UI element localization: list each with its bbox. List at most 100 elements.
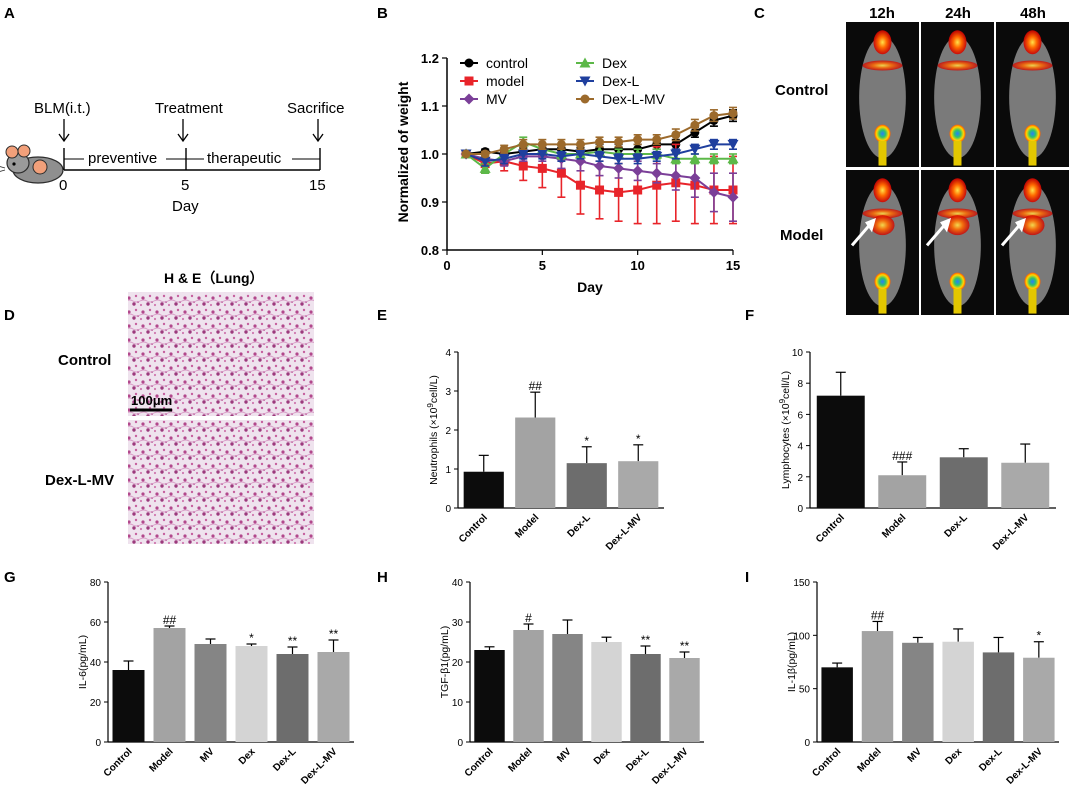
head-signal: [873, 178, 892, 203]
x-tick-label: 15: [726, 258, 740, 273]
data-point: [574, 149, 586, 160]
bar: [618, 461, 659, 508]
category-label: Model: [855, 746, 883, 774]
legend-label: MV: [486, 91, 508, 107]
significance-label: ##: [163, 613, 177, 627]
y-tick-label: 2: [797, 473, 803, 484]
tick-5: 5: [181, 177, 189, 194]
arrow-head: [1015, 217, 1026, 233]
category-label: Control: [457, 512, 490, 545]
head-signal: [948, 178, 967, 203]
data-point: [575, 180, 585, 190]
bar-group-model: ## Model: [147, 613, 186, 775]
data-point: [517, 149, 529, 160]
panel-f-lymphocytes-chart: 0 2 4 6 8 10 Lymphocytes (×109cell/L) Control ##…: [778, 348, 1056, 553]
tail-base-signal: [949, 272, 966, 291]
tail-base-signal: [874, 272, 891, 291]
y-tick-label: 1.1: [421, 99, 439, 114]
data-point: [689, 172, 701, 184]
y-axis-label: Lymphocytes (×109cell/L): [778, 371, 792, 489]
bar: [513, 630, 544, 742]
y-tick-label: 40: [90, 658, 102, 669]
tail-signal: [953, 288, 962, 314]
legend-marker: [580, 94, 590, 104]
mouse-icon: [0, 144, 64, 184]
y-tick-label: 100: [793, 631, 810, 642]
bar: [816, 395, 865, 508]
category-label: Model: [147, 746, 175, 774]
lung-signal: [945, 215, 970, 236]
bar-group-dex-l: * Dex-L: [565, 434, 607, 540]
data-point: [651, 167, 663, 179]
legend-label: model: [486, 73, 524, 89]
legend-item-dex: Dex: [576, 55, 627, 71]
bar-group-control: Control: [457, 454, 504, 545]
bar: [902, 642, 934, 742]
y-axis-label: TGF-β1(pg/mL): [439, 626, 451, 699]
category-label: Model: [506, 746, 534, 774]
data-point: [633, 185, 643, 195]
data-point: [498, 154, 510, 165]
bar: [1001, 462, 1050, 508]
legend-marker: [579, 57, 591, 68]
event-blm: BLM(i.t.): [34, 100, 91, 117]
imaging-tile-model-12h: [846, 170, 919, 315]
category-label: Control: [814, 512, 847, 545]
legend-label: Dex-L-MV: [602, 91, 666, 107]
data-point: [595, 137, 605, 147]
data-point: [632, 165, 644, 177]
legend-label: Dex: [602, 55, 627, 71]
head-signal: [1023, 30, 1042, 55]
data-point: [614, 137, 624, 147]
imaging-tile-model-48h: [996, 170, 1069, 315]
category-label: Dex-L: [977, 746, 1004, 773]
y-tick-label: 0: [457, 738, 463, 749]
legend-marker: [579, 76, 591, 87]
data-point: [479, 156, 491, 167]
y-tick-label: 3: [445, 387, 451, 398]
panel-i-il1b-chart: 0 50 100 150 IL-1β(pg/mL) Control ## Model MV Dex…: [786, 578, 1059, 787]
data-point: [727, 139, 739, 150]
panel-letter-c: C: [754, 5, 765, 22]
y-tick-label: 10: [452, 698, 464, 709]
panel-letter-b: B: [377, 5, 388, 22]
significance-label: ##: [871, 608, 885, 622]
data-point: [613, 162, 625, 174]
tail-signal: [1028, 288, 1037, 314]
histology-title: H & E（Lung）: [164, 270, 264, 286]
y-tick-label: 2: [445, 426, 451, 437]
timepoint-24h: 24h: [945, 5, 971, 22]
shoulder-signal: [937, 208, 978, 219]
y-axis-label: IL-1β(pg/mL): [786, 632, 798, 692]
tick-0: 0: [59, 177, 67, 194]
y-tick-label: 4: [445, 348, 451, 359]
data-point: [708, 139, 720, 150]
bar-group-dex-l-mv: Dex-L-MV: [991, 443, 1050, 553]
arrow-head: [865, 217, 876, 233]
category-label: Dex: [592, 746, 613, 767]
head-signal: [1023, 178, 1042, 203]
shoulder-signal: [862, 60, 903, 71]
bar: [1023, 657, 1055, 742]
y-tick-label: 150: [793, 578, 810, 589]
bar: [566, 463, 607, 508]
bar: [317, 652, 350, 742]
bar-group-control: Control: [463, 646, 505, 779]
y-tick-label: 80: [90, 578, 102, 589]
data-point: [671, 130, 681, 140]
tail-signal: [1028, 140, 1037, 166]
timepoint-48h: 48h: [1020, 5, 1046, 22]
panel-e-neutrophils-chart: 0 1 2 3 4 Neutrophils (×109cell/L) Control ## Mo…: [426, 348, 664, 553]
series-dex-l-mv: [461, 106, 738, 159]
head-signal: [948, 30, 967, 55]
y-axis-label: IL-6(pg/mL): [77, 635, 89, 689]
bar: [939, 457, 988, 508]
data-point: [690, 127, 700, 137]
significance-label: ##: [529, 379, 543, 393]
timepoint-12h: 12h: [869, 5, 895, 22]
bar-group-dex-l: Dex-L: [939, 448, 988, 540]
data-point: [727, 191, 739, 203]
significance-label: *: [249, 631, 254, 645]
y-tick-label: 1: [445, 465, 451, 476]
